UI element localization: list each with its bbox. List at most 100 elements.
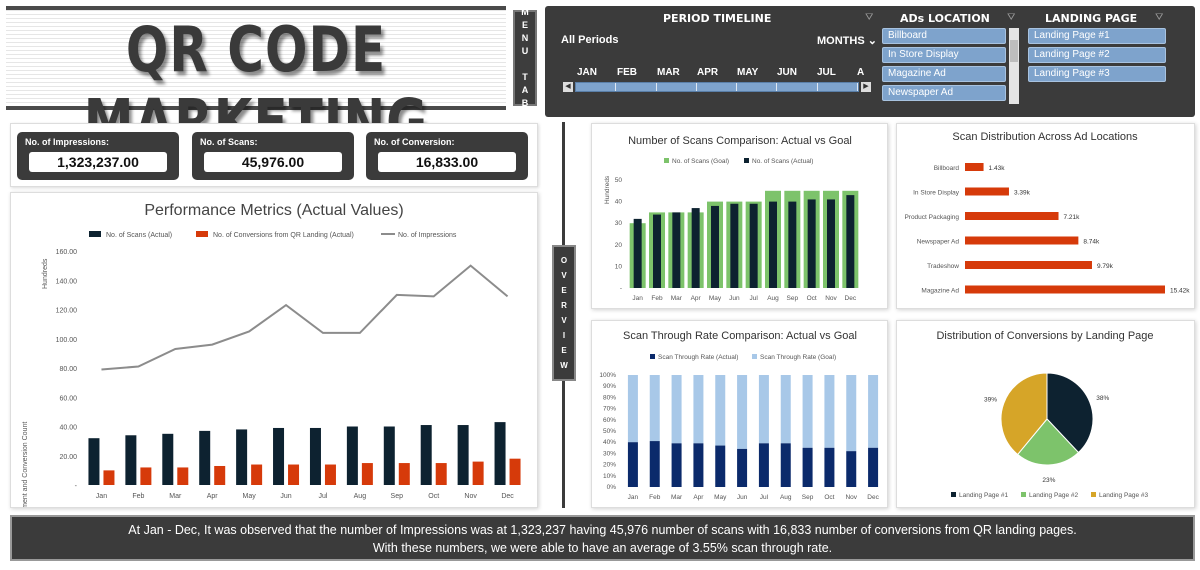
legend-label: Landing Page #1 bbox=[959, 492, 1009, 499]
scan-distribution-chart: Scan Distribution Across Ad Locations Bil… bbox=[904, 131, 1190, 295]
conversion-pie-card: Distribution of Conversions by Landing P… bbox=[896, 320, 1195, 508]
bar-scans-actual bbox=[273, 427, 285, 485]
ads-location-item[interactable]: Magazine Ad bbox=[882, 66, 1006, 82]
legend-swatch bbox=[664, 158, 669, 163]
bar-scan-distribution bbox=[965, 285, 1165, 294]
chart-title: Scan Through Rate Comparison: Actual vs … bbox=[623, 330, 857, 342]
bar-str-goal bbox=[715, 375, 726, 446]
y-tick-label: 100.00 bbox=[56, 337, 78, 344]
legend-swatch bbox=[89, 231, 101, 237]
landing-page-item[interactable]: Landing Page #1 bbox=[1028, 28, 1166, 44]
y-tick-label: 20 bbox=[615, 242, 623, 249]
bar-conversions-actual bbox=[509, 458, 521, 485]
y-tick-label: In Store Display bbox=[913, 190, 960, 197]
overview-tab-letter: E bbox=[561, 286, 567, 295]
y-tick-label: 70% bbox=[603, 406, 616, 413]
timeline-month-jan[interactable]: JAN bbox=[577, 67, 598, 78]
period-level-dropdown[interactable]: MONTHS ⌄ bbox=[817, 35, 877, 47]
overview-tab-letter: I bbox=[562, 331, 566, 340]
axis-unit-label: Hundreds bbox=[604, 175, 611, 204]
data-label: 9.79k bbox=[1097, 263, 1114, 270]
menu-tab-letter: U bbox=[521, 46, 529, 56]
kpi-section: No. of Impressions: 1,323,237.00 No. of … bbox=[10, 123, 538, 187]
summary-line-1: At Jan - Dec, It was observed that the n… bbox=[128, 523, 1077, 537]
bar-str-actual bbox=[671, 443, 682, 487]
x-tick-label: Jun bbox=[729, 295, 740, 302]
bar-str-goal bbox=[627, 375, 638, 443]
y-tick-label: 120.00 bbox=[56, 308, 78, 315]
conversion-pie-chart: Distribution of Conversions by Landing P… bbox=[936, 330, 1153, 499]
y-tick-label: 140.00 bbox=[56, 278, 78, 285]
kpi-conversion: No. of Conversion: 16,833.00 bbox=[366, 132, 528, 180]
y-tick-label: 160.00 bbox=[56, 249, 78, 256]
x-tick-label: Aug bbox=[780, 494, 792, 501]
bar-scans-actual bbox=[420, 425, 432, 485]
timeline-month-mar[interactable]: MAR bbox=[657, 67, 680, 78]
legend-label: Landing Page #2 bbox=[1029, 492, 1079, 499]
ads-location-item[interactable]: Newspaper Ad bbox=[882, 85, 1006, 101]
ads-location-title: ADs LOCATION bbox=[900, 12, 990, 25]
timeline-month-apr[interactable]: APR bbox=[697, 67, 719, 78]
x-tick-label: Oct bbox=[807, 295, 817, 302]
clear-filter-icon[interactable]: ⛛ bbox=[1007, 12, 1016, 23]
y-tick-label: Newspaper Ad bbox=[917, 239, 960, 246]
y-tick-label: 20% bbox=[603, 462, 616, 469]
bar-str-actual bbox=[780, 443, 791, 487]
menu-tab-letter: N bbox=[521, 33, 529, 43]
bar-scans-actual bbox=[494, 422, 506, 485]
bar-str-actual bbox=[715, 445, 726, 487]
landing-page-item[interactable]: Landing Page #2 bbox=[1028, 47, 1166, 63]
bar-str-actual bbox=[846, 451, 857, 487]
bar-scan-distribution bbox=[965, 187, 1009, 196]
bar-str-actual bbox=[627, 442, 638, 487]
landing-page-item[interactable]: Landing Page #3 bbox=[1028, 66, 1166, 82]
bar-str-actual bbox=[758, 443, 769, 487]
legend-swatch bbox=[196, 231, 208, 237]
y-tick-label: 10 bbox=[615, 263, 623, 270]
bar-scans-actual bbox=[383, 426, 395, 485]
bar-scans-actual bbox=[749, 203, 758, 288]
kpi-impressions: No. of Impressions: 1,323,237.00 bbox=[17, 132, 179, 180]
scans-comparison-card: Number of Scans Comparison: Actual vs Go… bbox=[591, 123, 888, 309]
filter-panel: PERIOD TIMELINE ⛛ All Periods MONTHS ⌄ J… bbox=[545, 6, 1195, 117]
ads-location-item[interactable]: Billboard bbox=[882, 28, 1006, 44]
bar-scans-actual bbox=[125, 435, 137, 485]
x-tick-label: Jul bbox=[750, 295, 759, 302]
bar-scans-actual bbox=[162, 433, 174, 485]
bar-str-actual bbox=[649, 441, 660, 487]
timeline-month-a[interactable]: A bbox=[857, 67, 865, 78]
bar-str-goal bbox=[693, 375, 704, 444]
timeline-scroll-right-icon[interactable]: ▶ bbox=[861, 82, 871, 92]
pie-slice bbox=[1046, 372, 1094, 454]
bar-conversions-actual bbox=[361, 463, 373, 485]
y-tick-label: 0% bbox=[607, 484, 617, 491]
line-impressions bbox=[101, 264, 509, 371]
data-label: 1.43k bbox=[989, 165, 1006, 172]
kpi-value: 16,833.00 bbox=[378, 152, 516, 172]
ads-location-item[interactable]: In Store Display bbox=[882, 47, 1006, 63]
ads-location-scrollbar[interactable] bbox=[1009, 28, 1019, 104]
timeline-bar[interactable] bbox=[575, 82, 859, 92]
kpi-scans: No. of Scans: 45,976.00 bbox=[192, 132, 354, 180]
timeline-month-jul[interactable]: JUL bbox=[817, 67, 836, 78]
legend-swatch bbox=[752, 354, 757, 359]
timeline-month-feb[interactable]: FEB bbox=[617, 67, 637, 78]
legend-label: Scan Through Rate (Goal) bbox=[760, 354, 836, 361]
legend-swatch bbox=[1021, 492, 1026, 497]
kpi-label: No. of Scans: bbox=[200, 137, 258, 147]
x-tick-label: Nov bbox=[825, 295, 837, 302]
legend-label: No. of Scans (Actual) bbox=[752, 158, 813, 165]
bar-scan-distribution bbox=[965, 212, 1059, 220]
x-tick-label: May bbox=[709, 295, 722, 302]
timeline-month-jun[interactable]: JUN bbox=[777, 67, 798, 78]
clear-filter-icon[interactable]: ⛛ bbox=[865, 12, 874, 23]
timeline-month-may[interactable]: MAY bbox=[737, 67, 759, 78]
timeline-scroll-left-icon[interactable]: ◀ bbox=[563, 82, 573, 92]
clear-filter-icon[interactable]: ⛛ bbox=[1155, 12, 1164, 23]
bar-conversions-actual bbox=[214, 465, 226, 485]
legend-label: Landing Page #3 bbox=[1099, 492, 1149, 499]
bar-scans-actual bbox=[711, 205, 719, 288]
y-tick-label: 40% bbox=[603, 439, 616, 446]
